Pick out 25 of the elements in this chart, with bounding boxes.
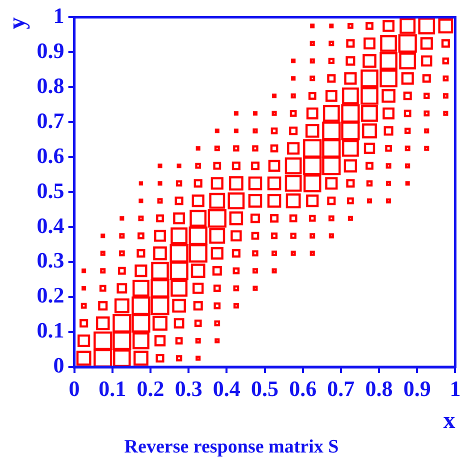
x-tick-label: 0.6 [289, 376, 317, 401]
y-tick-label: 0.4 [36, 212, 64, 238]
x-tick-label: 0.5 [251, 376, 278, 401]
x-tick-label: 0 [68, 376, 80, 401]
x-axis-title: x [443, 408, 456, 434]
y-tick-label: 0.3 [36, 248, 64, 273]
y-tick-label: 0.8 [36, 72, 64, 98]
y-tick-label: 0.7 [36, 108, 64, 133]
x-tick-label: 0.2 [136, 376, 164, 401]
y-tick-label: 1 [53, 2, 64, 28]
y-tick-label: 0.2 [36, 282, 64, 308]
x-tick-label: 0.4 [212, 376, 240, 401]
x-tick-label: 0.9 [403, 376, 431, 401]
y-axis-title: y [4, 17, 31, 30]
x-tick-label: 0.3 [174, 376, 202, 401]
y-tick-label: 0.6 [36, 142, 64, 168]
x-tick-label: 0.1 [98, 376, 126, 401]
y-tick-label: 0 [53, 352, 64, 378]
x-tick-label: 1 [450, 376, 461, 401]
x-tick-label: 0.8 [365, 376, 393, 401]
x-tick-label: 0.7 [327, 376, 355, 401]
y-tick-label: 0.9 [36, 38, 64, 63]
y-tick-label: 0.1 [36, 318, 64, 343]
y-tick-label: 0.5 [36, 178, 64, 203]
text: Reverse response matrix S [124, 436, 339, 458]
